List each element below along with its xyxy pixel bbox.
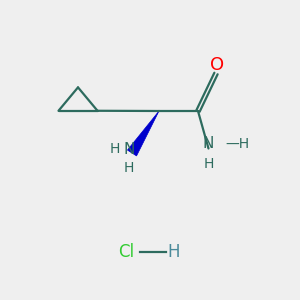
Text: H: H <box>203 157 214 170</box>
Text: O: O <box>210 56 225 74</box>
Text: H: H <box>124 161 134 175</box>
Text: N: N <box>123 142 135 157</box>
Text: Cl: Cl <box>118 243 134 261</box>
Text: H: H <box>110 142 120 156</box>
Polygon shape <box>128 111 159 156</box>
Text: N: N <box>203 136 214 152</box>
Text: H: H <box>168 243 180 261</box>
Text: —H: —H <box>225 137 249 151</box>
